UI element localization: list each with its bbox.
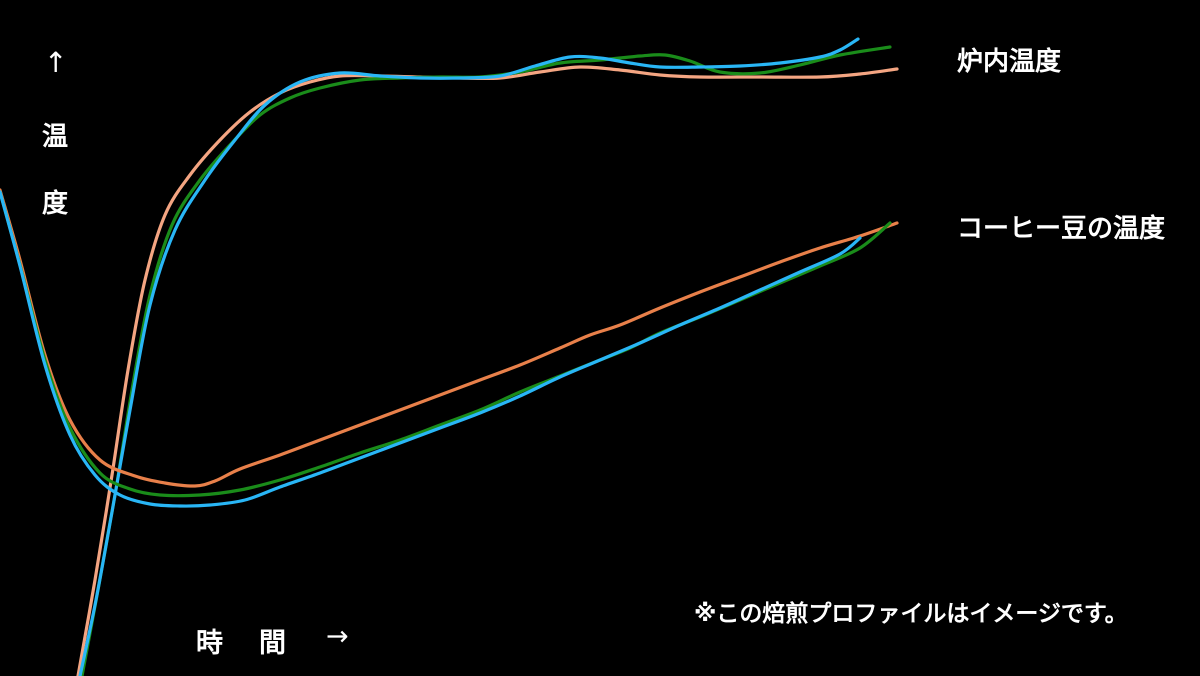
oven-temperature-line-2 bbox=[80, 45, 892, 676]
x-axis-label-char-1: 時 bbox=[196, 628, 223, 659]
bean-temperature-line-4 bbox=[0, 188, 899, 488]
x-axis-label: 時間 bbox=[196, 621, 286, 660]
disclaimer-note: ※この焙煎プロファイルはイメージです。 bbox=[694, 601, 1128, 627]
bean-temperature-label: コーヒー豆の温度 bbox=[957, 214, 1166, 244]
oven-temperature-label: 炉内温度 bbox=[957, 47, 1062, 77]
x-axis-right-arrow: → bbox=[326, 621, 349, 652]
x-axis-label-char-2: 間 bbox=[259, 628, 286, 659]
y-axis-label-char-2: 度 bbox=[42, 189, 69, 219]
bean-temperature-line-6 bbox=[0, 190, 862, 508]
oven-temperature-line-1 bbox=[76, 65, 899, 676]
y-axis-label-char-1: 温 bbox=[42, 122, 69, 152]
oven-temperature-line-3 bbox=[78, 37, 860, 676]
y-axis-up-arrow: ↑ bbox=[44, 46, 68, 79]
